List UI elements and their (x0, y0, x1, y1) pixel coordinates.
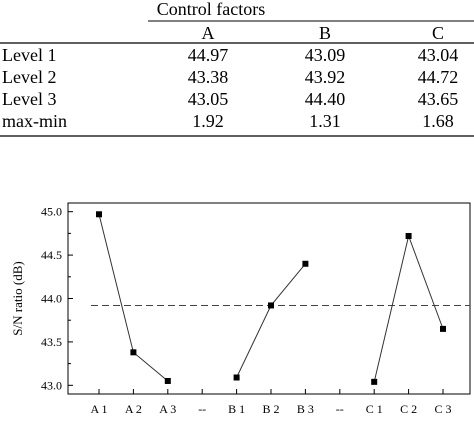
table-cell: 43.38 (188, 67, 229, 87)
x-tick-label: -- (336, 402, 344, 416)
table-cell: 43.09 (305, 45, 346, 65)
table-cell: 1.92 (192, 111, 224, 131)
table-cell: 1.68 (422, 111, 454, 131)
table-col-b: B (319, 23, 331, 43)
data-point (302, 260, 309, 267)
y-tick-label: 43.0 (41, 378, 62, 392)
table-cell: 44.72 (418, 67, 459, 87)
table-cell: 44.97 (188, 45, 229, 65)
y-tick-label: 44.0 (41, 292, 62, 306)
x-tick-label: B 1 (228, 402, 245, 416)
data-point (130, 349, 137, 356)
table-row-label: max-min (2, 111, 67, 131)
series-group (96, 211, 446, 385)
data-point (440, 325, 446, 332)
table-col-c: C (432, 23, 444, 43)
data-point (233, 374, 240, 381)
table-cell: 43.92 (305, 67, 346, 87)
plot-border (67, 202, 471, 395)
table-row-label: Level 2 (2, 67, 56, 87)
results-table: Control factors A B C Level 1 44.97 43.0… (0, 0, 474, 137)
table-row-label: Level 1 (2, 45, 56, 65)
table-group-header: Control factors (157, 0, 265, 19)
table-cell: 43.05 (188, 89, 229, 109)
y-tick-label: 45.0 (41, 205, 62, 219)
x-axis: A 1 A 2 A 3 -- B 1 B 2 B 3 -- C 1 C 2 C 3 (90, 389, 452, 416)
data-point (405, 232, 412, 239)
x-tick-label: -- (198, 402, 206, 416)
data-point (268, 302, 274, 309)
table-cell: 1.31 (309, 111, 341, 131)
x-tick-label: C 1 (366, 402, 383, 416)
y-tick-label: 44.5 (41, 248, 62, 262)
data-point (164, 377, 171, 384)
x-tick-label: C 2 (400, 402, 417, 416)
x-tick-label: A 3 (159, 402, 176, 416)
y-tick-label: 43.5 (41, 335, 62, 349)
plot-frame (67, 202, 471, 395)
x-tick-label: A 1 (90, 402, 107, 416)
data-point (371, 378, 378, 385)
table-cell: 43.65 (418, 89, 459, 109)
data-point (96, 211, 102, 218)
x-tick-label: C 3 (434, 402, 451, 416)
y-axis-label: S/N ratio (dB) (10, 261, 25, 335)
table-cell: 44.40 (305, 89, 346, 109)
table-row-label: Level 3 (2, 89, 56, 109)
series-line (98, 214, 169, 382)
y-axis: 43.0 43.5 44.0 44.5 45.0 (41, 205, 73, 392)
series-line (236, 263, 306, 378)
x-tick-label: B 2 (262, 402, 279, 416)
table-col-a: A (202, 23, 215, 43)
x-tick-label: A 2 (125, 402, 142, 416)
series-line (373, 234, 444, 382)
x-tick-label: B 3 (297, 402, 314, 416)
table-cell: 43.04 (418, 45, 459, 65)
